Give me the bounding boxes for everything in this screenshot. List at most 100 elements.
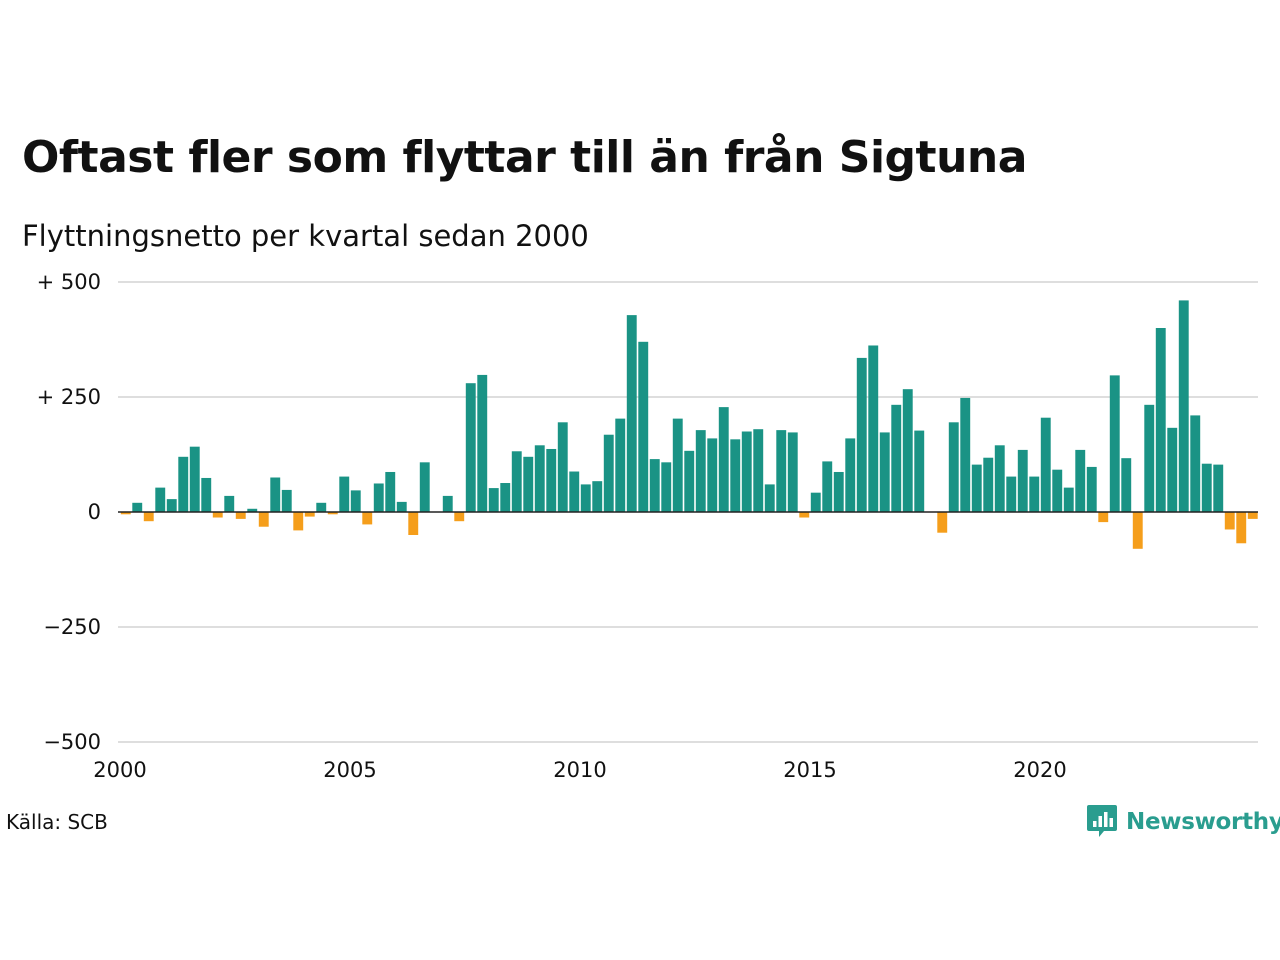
- bar: [845, 438, 856, 512]
- bar: [994, 445, 1005, 512]
- bar: [1247, 512, 1258, 519]
- bar: [316, 502, 327, 512]
- bar: [385, 471, 396, 512]
- bar: [672, 418, 683, 512]
- bar: [868, 345, 879, 512]
- y-axis-ticks: + 500 + 250 0 −250 −500: [37, 270, 101, 754]
- bar: [1236, 512, 1247, 544]
- bar: [247, 508, 258, 512]
- bar-chart: + 500 + 250 0 −250 −500 2000 2005 2010 2015 2020: [37, 270, 1258, 782]
- chart-subtitle: Flyttningsnetto per kvartal sedan 2000: [22, 219, 589, 253]
- y-tick-label: + 250: [37, 385, 101, 409]
- bar: [810, 492, 821, 512]
- bar: [373, 483, 384, 512]
- bar: [166, 499, 177, 512]
- bar: [971, 464, 982, 512]
- bar: [339, 476, 350, 512]
- x-tick-label: 2010: [553, 758, 606, 782]
- bar: [1006, 476, 1017, 512]
- y-tick-label: + 500: [37, 270, 101, 294]
- bar: [799, 512, 810, 518]
- bar: [592, 481, 603, 512]
- newsworthy-logo[interactable]: Newsworthy: [1086, 804, 1280, 840]
- bar: [212, 512, 223, 518]
- bar: [707, 438, 718, 512]
- bar: [396, 501, 407, 512]
- bar: [465, 383, 476, 512]
- bar: [1178, 300, 1189, 512]
- bar: [1040, 417, 1051, 512]
- bar: [235, 512, 246, 519]
- bar: [764, 484, 775, 512]
- bar: [454, 512, 465, 522]
- source-note: Källa: SCB: [6, 810, 108, 834]
- x-tick-label: 2015: [783, 758, 836, 782]
- bar: [1213, 464, 1224, 512]
- bar: [1063, 487, 1074, 512]
- bar: [201, 477, 212, 512]
- bar: [304, 512, 315, 517]
- bar: [902, 389, 913, 512]
- bar: [569, 471, 580, 512]
- x-axis-ticks: 2000 2005 2010 2015 2020: [93, 758, 1066, 782]
- bar: [224, 495, 235, 512]
- bar: [833, 471, 844, 512]
- bar: [983, 457, 994, 512]
- bar: [270, 477, 281, 512]
- bar: [914, 430, 925, 512]
- bar: [856, 357, 867, 512]
- x-tick-label: 2005: [323, 758, 376, 782]
- bar: [580, 484, 591, 512]
- chart-title: Oftast fler som flyttar till än från Sig…: [22, 132, 1027, 183]
- bar: [891, 404, 902, 512]
- bar: [488, 488, 499, 512]
- bar: [626, 315, 637, 512]
- y-tick-label: 0: [88, 500, 101, 524]
- bar: [281, 489, 292, 512]
- bar: [787, 432, 798, 512]
- bar: [1132, 512, 1143, 549]
- bar: [189, 446, 200, 512]
- bar: [960, 397, 971, 512]
- bar: [1144, 404, 1155, 512]
- bar: [776, 430, 787, 512]
- bar: [293, 512, 304, 531]
- bar: [362, 512, 373, 525]
- bar: [1052, 469, 1063, 512]
- bar: [684, 450, 695, 512]
- bar: [143, 512, 154, 522]
- bar: [442, 495, 453, 512]
- bar: [120, 512, 131, 515]
- bar: [638, 341, 649, 512]
- bar: [1121, 458, 1132, 512]
- bar: [523, 456, 534, 512]
- bar: [718, 407, 729, 512]
- bar: [327, 512, 338, 515]
- bar: [1029, 476, 1040, 512]
- y-tick-label: −500: [43, 730, 101, 754]
- grid-lines: [118, 281, 1258, 743]
- bar: [1201, 463, 1212, 512]
- newsworthy-logo-icon: [1087, 805, 1117, 837]
- bar: [178, 456, 189, 512]
- bar: [1155, 328, 1166, 512]
- logo-text: Newsworthy: [1126, 809, 1280, 835]
- y-tick-label: −250: [43, 615, 101, 639]
- bar: [615, 418, 626, 512]
- bar: [1224, 512, 1235, 530]
- bar: [1017, 449, 1028, 512]
- bars: [120, 300, 1258, 549]
- bar: [534, 445, 545, 512]
- x-tick-label: 2020: [1013, 758, 1066, 782]
- bar: [557, 422, 568, 512]
- bar: [1190, 415, 1201, 512]
- bar: [879, 432, 890, 512]
- bar: [155, 487, 166, 512]
- bar: [753, 429, 764, 512]
- bar: [477, 374, 488, 512]
- bar: [350, 490, 361, 512]
- bar: [822, 461, 833, 512]
- x-tick-label: 2000: [93, 758, 146, 782]
- bar: [937, 512, 948, 533]
- bar: [500, 483, 511, 512]
